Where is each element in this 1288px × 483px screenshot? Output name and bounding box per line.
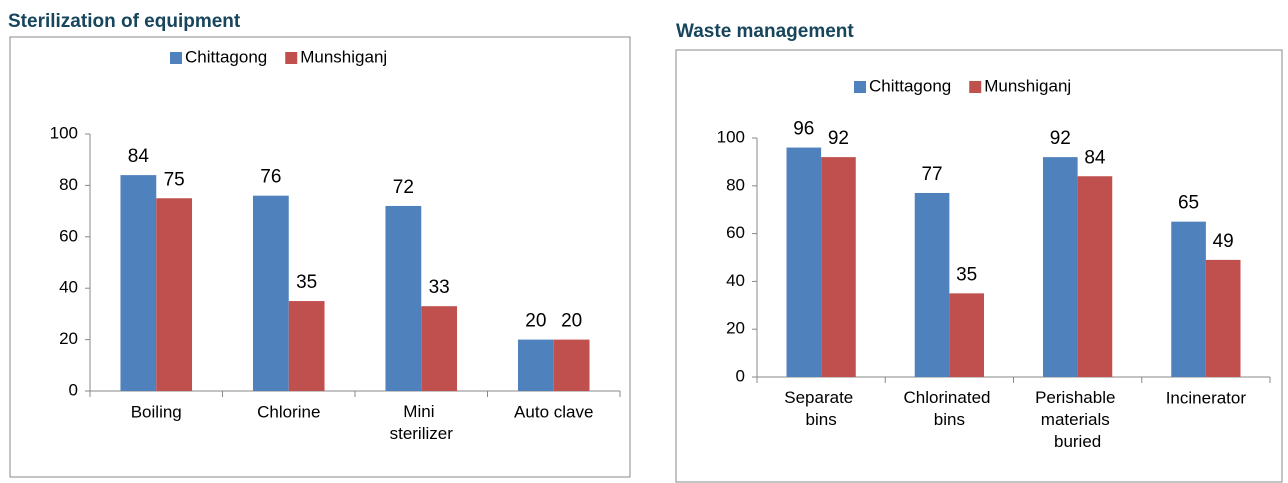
bar <box>1077 176 1113 377</box>
legend-swatch <box>854 81 866 93</box>
legend-label: Munshiganj <box>984 76 1071 95</box>
legend-label: Munshiganj <box>300 47 387 66</box>
bar <box>786 147 822 377</box>
x-tick-label: Mini sterilizer <box>390 402 454 443</box>
bar <box>821 157 856 377</box>
chart-frame <box>9 36 631 478</box>
bar <box>252 195 289 391</box>
x-tick-label: Separate bins <box>784 388 858 429</box>
x-tick-label: Incinerator <box>1166 388 1247 407</box>
x-tick-label: Chlorinated bins <box>904 388 996 429</box>
bar <box>517 339 554 391</box>
bar <box>553 339 590 391</box>
data-label: 20 <box>561 311 582 332</box>
bar <box>421 306 458 391</box>
chart-title: Waste management <box>676 21 854 42</box>
y-tick-label: 0 <box>736 366 745 385</box>
bar <box>120 175 157 391</box>
legend-label: Chittagong <box>869 76 951 95</box>
y-tick-label: 0 <box>69 380 78 399</box>
bar <box>914 192 950 377</box>
legend-label: Chittagong <box>185 47 267 66</box>
y-tick-label: 80 <box>59 175 78 194</box>
data-label: 92 <box>1050 128 1071 149</box>
data-label: 35 <box>956 264 977 285</box>
y-tick-label: 40 <box>59 278 78 297</box>
bar <box>1171 221 1206 377</box>
y-tick-label: 40 <box>726 271 745 290</box>
bar <box>385 205 422 391</box>
data-label: 20 <box>525 311 546 332</box>
data-label: 76 <box>260 167 281 188</box>
y-tick-label: 20 <box>59 329 78 348</box>
legend-swatch <box>969 81 982 93</box>
data-label: 92 <box>828 128 849 149</box>
bar <box>949 293 985 377</box>
legend-swatch <box>170 52 182 64</box>
x-tick-label: Boiling <box>131 402 182 421</box>
data-label: 75 <box>164 169 185 190</box>
data-label: 96 <box>793 119 814 140</box>
data-label: 77 <box>921 164 942 185</box>
data-label: 84 <box>1084 147 1106 168</box>
data-label: 84 <box>128 146 150 167</box>
data-label: 72 <box>393 177 414 198</box>
bar <box>288 301 325 391</box>
y-tick-label: 20 <box>726 319 745 338</box>
legend-swatch <box>285 52 298 64</box>
data-label: 33 <box>429 277 450 298</box>
y-tick-label: 80 <box>726 175 745 194</box>
bar <box>1042 157 1078 377</box>
data-label: 49 <box>1213 231 1234 252</box>
x-tick-label: Auto clave <box>514 402 593 421</box>
data-label: 65 <box>1178 193 1199 214</box>
chart-title: Sterilization of equipment <box>8 11 241 32</box>
x-tick-label: Perishable materials buried <box>1035 388 1120 451</box>
x-tick-label: Chlorine <box>257 402 320 421</box>
y-tick-label: 60 <box>726 223 745 242</box>
y-tick-label: 100 <box>717 127 745 146</box>
data-label: 35 <box>296 272 317 293</box>
y-tick-label: 100 <box>50 123 78 142</box>
chart-frame <box>675 49 1283 483</box>
bar <box>1205 259 1241 377</box>
bar <box>156 198 193 391</box>
y-tick-label: 60 <box>59 226 78 245</box>
